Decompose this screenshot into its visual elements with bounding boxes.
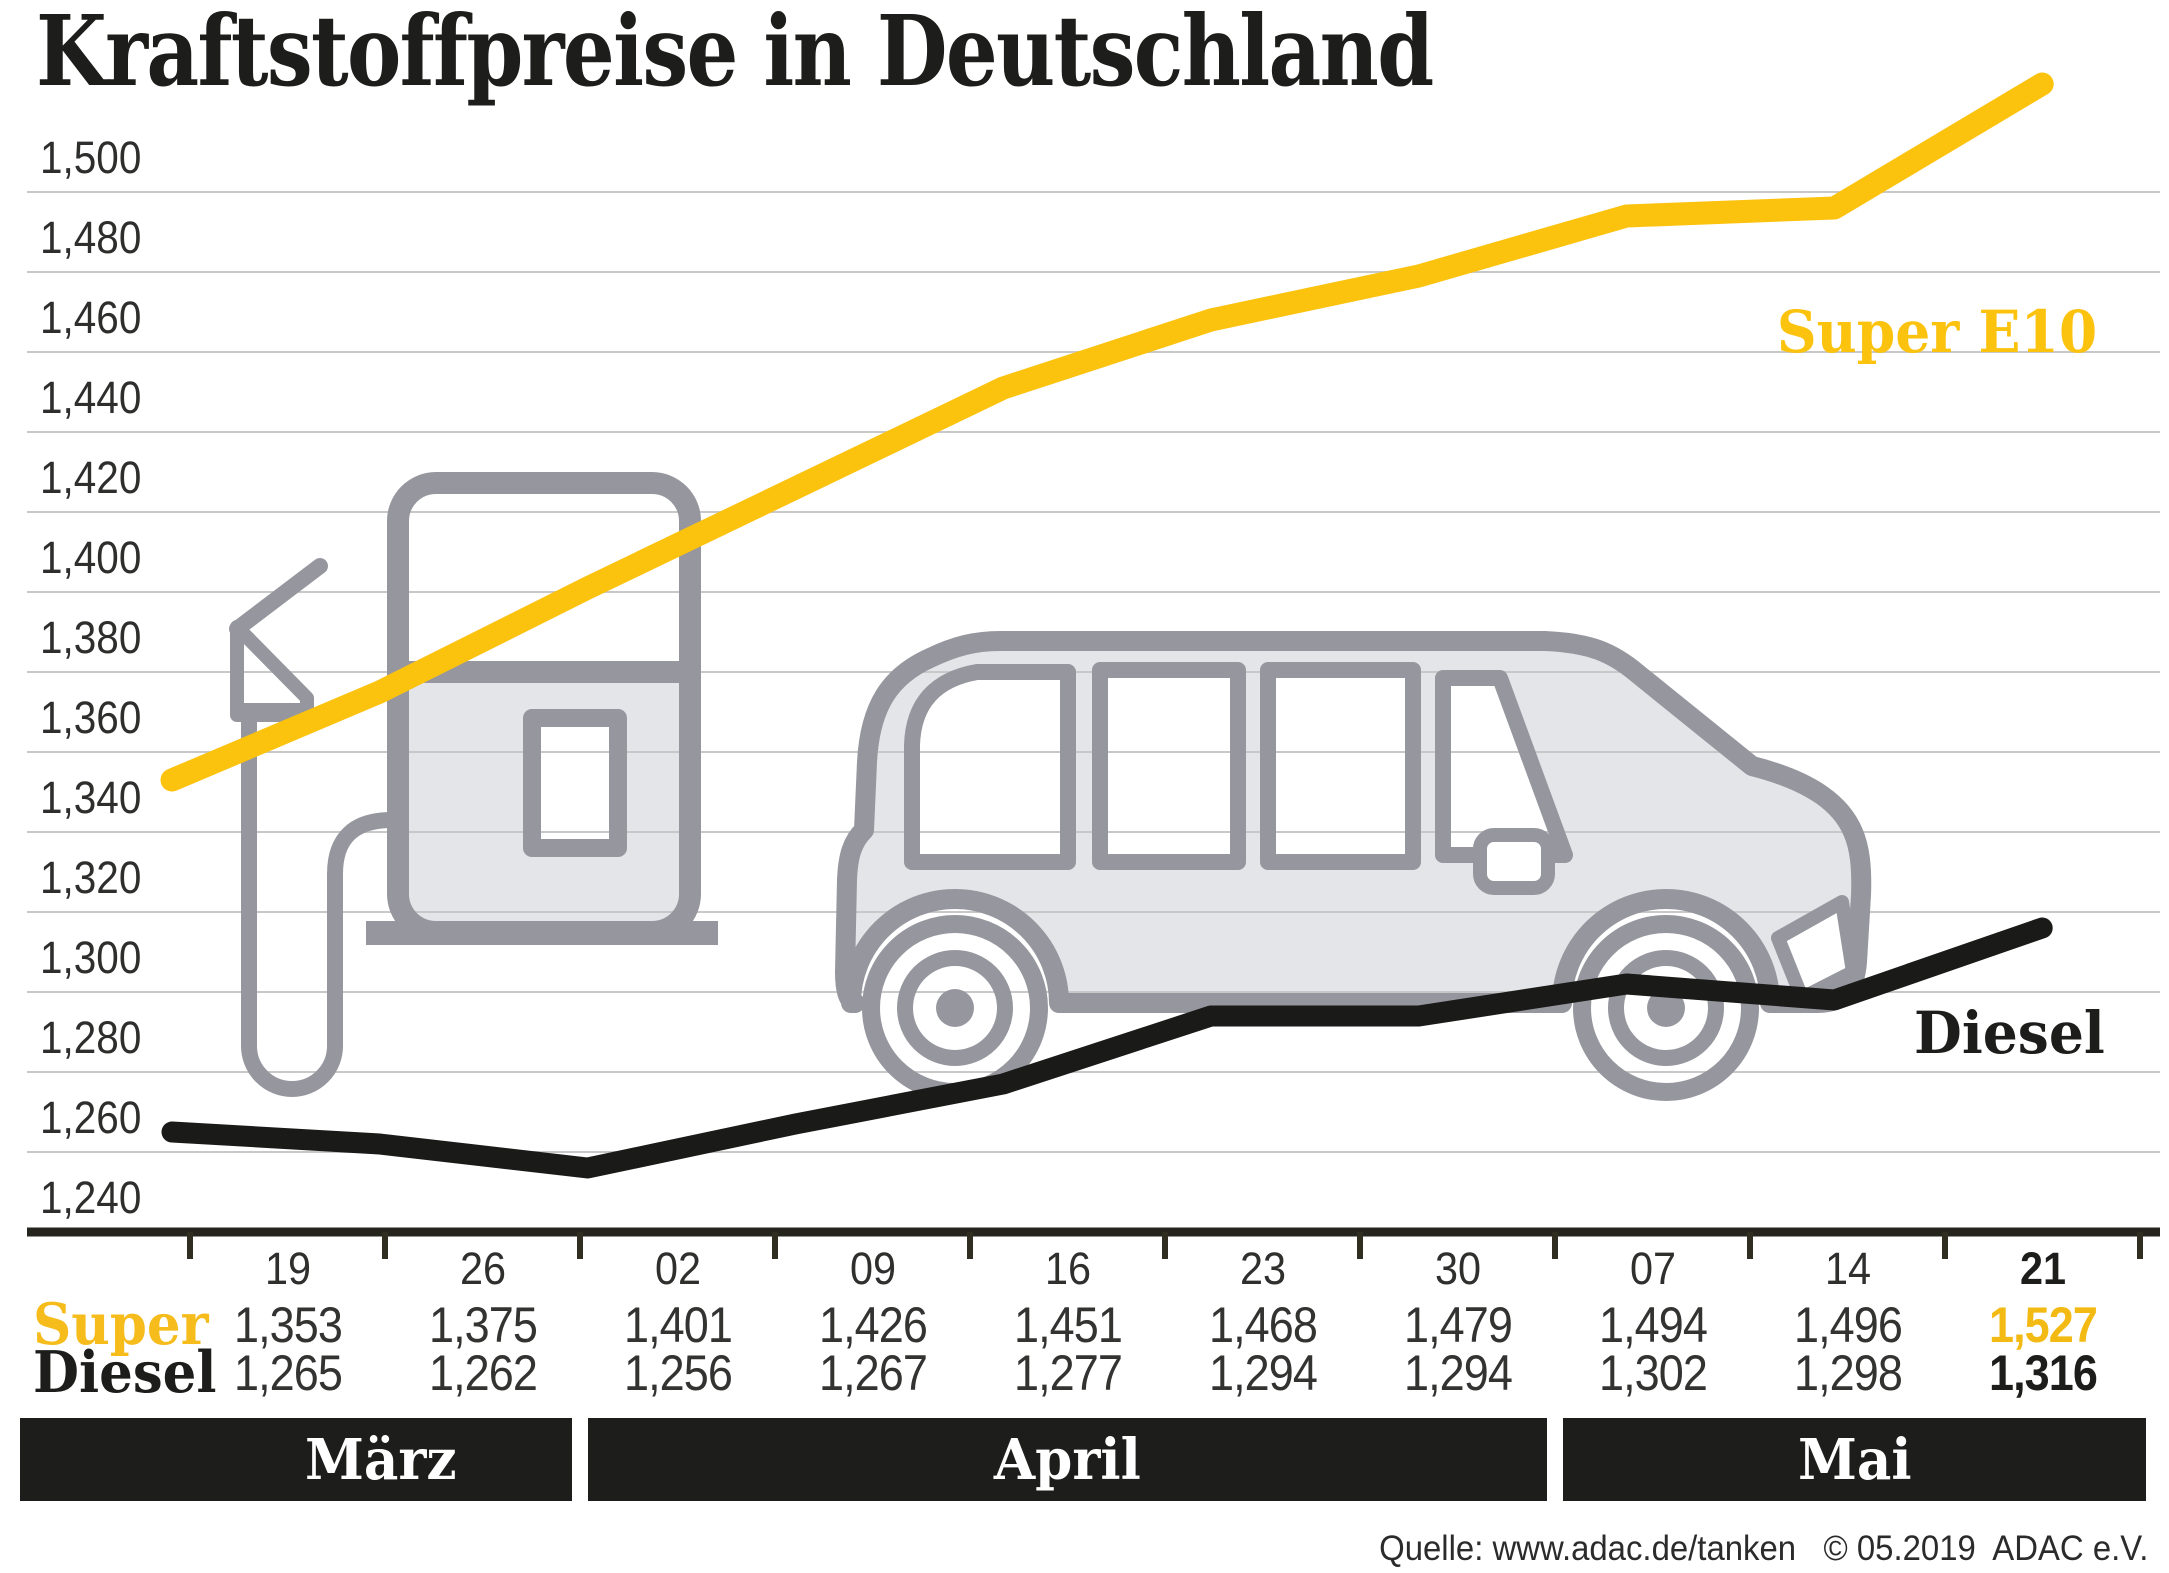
y-axis-label: 1,500 [40, 132, 142, 183]
table-row-label-diesel: Diesel [33, 1339, 217, 1406]
series-label-super-e10: Super E10 [1776, 298, 2097, 366]
table-cell-super: 1,479 [1403, 1297, 1512, 1353]
page-title: Kraftstoffpreise in Deutschland [36, 0, 1434, 108]
table-cell-diesel: 1,316 [1988, 1345, 2097, 1401]
y-axis-label: 1,260 [40, 1092, 142, 1143]
y-axis-label: 1,440 [40, 372, 142, 423]
table-cell-diesel: 1,302 [1598, 1345, 1707, 1401]
series-label-diesel: Diesel [1914, 999, 2105, 1067]
x-axis-label: 07 [1629, 1243, 1676, 1294]
x-axis-label: 26 [459, 1243, 506, 1294]
month-band-mai: Mai [1563, 1418, 2146, 1501]
x-axis-label: 30 [1434, 1243, 1481, 1294]
table-cell-diesel: 1,256 [623, 1345, 732, 1401]
table-cell-super: 1,401 [623, 1297, 732, 1353]
x-axis-label: 23 [1239, 1243, 1286, 1294]
table-cell-diesel: 1,294 [1208, 1345, 1317, 1401]
month-label-april: April [994, 1426, 1141, 1493]
table-cell-super: 1,353 [233, 1297, 342, 1353]
table-cell-super: 1,494 [1598, 1297, 1707, 1353]
y-axis-label: 1,280 [40, 1012, 142, 1063]
x-axis [27, 1227, 2160, 1259]
data-series [160, 72, 2054, 1179]
y-axis-label: 1,420 [40, 452, 142, 503]
table-cell-super: 1,496 [1793, 1297, 1902, 1353]
x-axis-label: 21 [2019, 1243, 2066, 1294]
table-cell-super: 1,468 [1208, 1297, 1317, 1353]
x-axis-label: 09 [849, 1243, 896, 1294]
y-axis-label: 1,380 [40, 612, 142, 663]
month-band-april: April [588, 1418, 1547, 1501]
fuel-pump-illustration [237, 483, 690, 932]
month-band-maerz: März [20, 1418, 572, 1501]
table-cell-diesel: 1,265 [233, 1345, 342, 1401]
table-row-label-super: Super [33, 1291, 209, 1358]
table-cell-diesel: 1,294 [1403, 1345, 1512, 1401]
table-cell-diesel: 1,298 [1793, 1345, 1902, 1401]
y-axis-label: 1,480 [40, 212, 142, 263]
fuel-pump-outline [229, 472, 718, 1097]
source-note: Quelle: www.adac.de/tanken © 05.2019 ADA… [1378, 1529, 2148, 1568]
x-axis-label: 16 [1044, 1243, 1091, 1294]
table-cell-super: 1,375 [428, 1297, 537, 1353]
table-cell-super: 1,426 [818, 1297, 927, 1353]
table-cell-super: 1,527 [1988, 1297, 2097, 1353]
y-axis-label: 1,320 [40, 852, 142, 903]
y-axis-label: 1,360 [40, 692, 142, 743]
y-axis-label: 1,460 [40, 292, 142, 343]
y-axis-label: 1,340 [40, 772, 142, 823]
y-axis-label: 1,300 [40, 932, 142, 983]
month-label-maerz: März [305, 1426, 457, 1493]
x-axis-label: 02 [654, 1243, 701, 1294]
table-cell-diesel: 1,262 [428, 1345, 537, 1401]
month-label-mai: Mai [1797, 1426, 1912, 1493]
x-axis-label: 14 [1824, 1243, 1871, 1294]
y-axis-label: 1,240 [40, 1172, 142, 1223]
table-cell-diesel: 1,267 [818, 1345, 927, 1401]
y-axis-label: 1,400 [40, 532, 142, 583]
table-cell-super: 1,451 [1013, 1297, 1122, 1353]
table-cell-diesel: 1,277 [1013, 1345, 1122, 1401]
x-axis-label: 19 [264, 1243, 311, 1294]
